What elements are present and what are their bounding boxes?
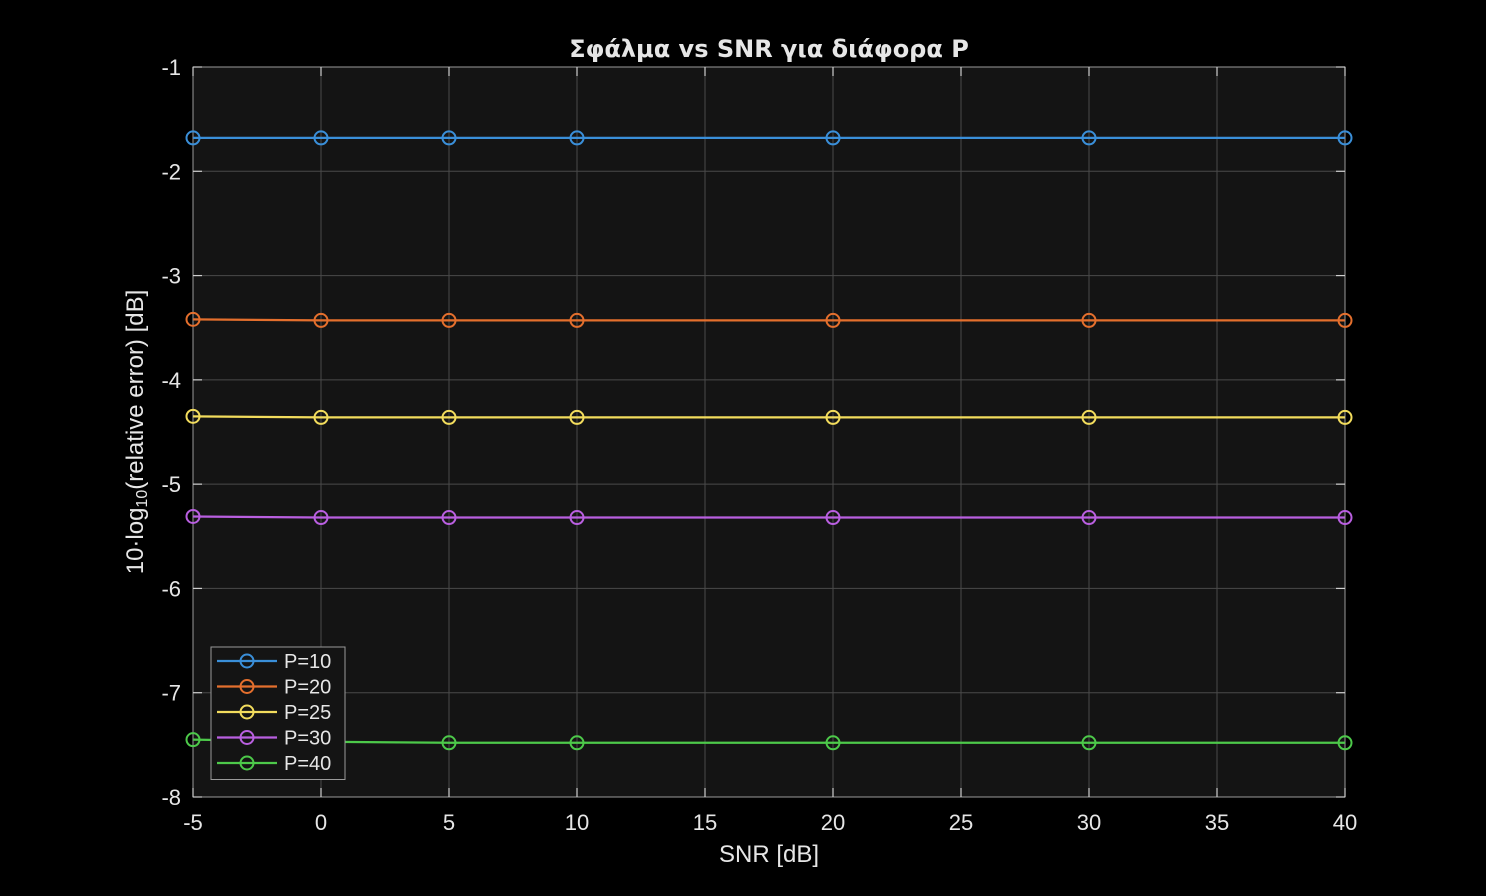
data-point bbox=[313, 312, 329, 328]
data-point bbox=[441, 510, 457, 526]
legend-marker bbox=[239, 704, 255, 720]
y-tick-label: -4 bbox=[161, 368, 181, 393]
legend: P=10 P=20 P=25 P=30 P=40 bbox=[210, 646, 346, 780]
data-point bbox=[825, 312, 841, 328]
series-p-20 bbox=[185, 311, 1353, 328]
data-point bbox=[313, 409, 329, 425]
data-point bbox=[1081, 510, 1097, 526]
y-axis-label-subscript: 10 bbox=[134, 490, 151, 508]
y-axis-label-suffix: (relative error) [dB] bbox=[122, 290, 149, 490]
x-tick-label: 20 bbox=[821, 810, 845, 835]
data-point bbox=[825, 510, 841, 526]
legend-box bbox=[210, 646, 346, 780]
data-point bbox=[1081, 312, 1097, 328]
series-p-10 bbox=[185, 130, 1353, 146]
data-point bbox=[1337, 735, 1353, 751]
data-point bbox=[1081, 130, 1097, 146]
data-point bbox=[1337, 510, 1353, 526]
y-tick-label: -1 bbox=[161, 55, 181, 80]
legend-item: P=10 bbox=[217, 651, 331, 673]
legend-label: P=40 bbox=[284, 753, 331, 775]
y-axis-label-prefix: 10·log bbox=[122, 508, 149, 575]
data-point bbox=[1337, 312, 1353, 328]
legend-marker bbox=[239, 653, 255, 669]
data-point bbox=[441, 409, 457, 425]
axes-box bbox=[192, 66, 1346, 798]
x-tick-label: 25 bbox=[949, 810, 973, 835]
x-tick-label: 30 bbox=[1077, 810, 1101, 835]
y-tick-label: -5 bbox=[161, 472, 181, 497]
series-p-30 bbox=[185, 508, 1353, 526]
data-point bbox=[185, 732, 201, 748]
data-point bbox=[825, 409, 841, 425]
y-tick-label: -8 bbox=[161, 785, 181, 810]
data-point bbox=[569, 735, 585, 751]
legend-item: P=30 bbox=[217, 728, 331, 750]
x-tick-label: 15 bbox=[693, 810, 717, 835]
legend-marker bbox=[239, 730, 255, 745]
data-point bbox=[1337, 130, 1353, 146]
data-point bbox=[313, 130, 329, 146]
data-point bbox=[825, 735, 841, 751]
legend-label: P=20 bbox=[284, 677, 331, 699]
data-point bbox=[825, 130, 841, 146]
x-ticks: -5 0 5 10 15 20 25 30 35 40 bbox=[183, 67, 1357, 835]
data-point bbox=[185, 130, 201, 146]
data-point bbox=[569, 510, 585, 526]
data-point bbox=[1337, 409, 1353, 425]
legend-item: P=25 bbox=[217, 702, 331, 724]
x-tick-label: -5 bbox=[183, 810, 203, 835]
legend-marker bbox=[239, 679, 255, 694]
data-point bbox=[313, 510, 329, 526]
data-point bbox=[1081, 735, 1097, 751]
legend-item: P=40 bbox=[217, 753, 331, 775]
x-tick-label: 5 bbox=[443, 810, 455, 835]
data-point bbox=[441, 312, 457, 328]
y-tick-label: -2 bbox=[161, 159, 181, 184]
series-group bbox=[185, 130, 1353, 751]
x-tick-label: 35 bbox=[1205, 810, 1229, 835]
y-axis-label: 10·log10(relative error) [dB] bbox=[122, 290, 151, 575]
plot-area bbox=[193, 67, 1345, 797]
data-point bbox=[569, 409, 585, 425]
x-tick-label: 40 bbox=[1333, 810, 1357, 835]
data-point bbox=[185, 508, 201, 524]
legend-label: P=10 bbox=[284, 651, 331, 673]
data-point bbox=[569, 312, 585, 328]
data-point bbox=[185, 408, 201, 424]
y-ticks: -1 -2 -3 -4 -5 -6 -7 -8 bbox=[161, 55, 1345, 810]
legend-label: P=30 bbox=[284, 728, 331, 750]
data-point bbox=[185, 311, 201, 327]
x-tick-label: 10 bbox=[565, 810, 589, 835]
legend-marker bbox=[239, 755, 255, 771]
data-point bbox=[441, 735, 457, 751]
series-line bbox=[192, 415, 1345, 419]
y-tick-label: -3 bbox=[161, 264, 181, 289]
series-line bbox=[192, 318, 1345, 322]
legend-item: P=20 bbox=[217, 677, 331, 699]
y-tick-label: -6 bbox=[161, 576, 181, 601]
data-point bbox=[1081, 409, 1097, 425]
x-axis-label: SNR [dB] bbox=[719, 841, 819, 868]
data-point bbox=[441, 130, 457, 146]
y-tick-label: -7 bbox=[161, 681, 181, 706]
legend-label: P=25 bbox=[284, 702, 331, 724]
series-line bbox=[192, 515, 1345, 519]
chart-title: Σφάλμα vs SNR για διάφορα P bbox=[569, 35, 969, 63]
x-tick-label: 0 bbox=[315, 810, 327, 835]
data-point bbox=[569, 130, 585, 146]
axes bbox=[192, 66, 1346, 798]
series-p-25 bbox=[185, 408, 1353, 425]
